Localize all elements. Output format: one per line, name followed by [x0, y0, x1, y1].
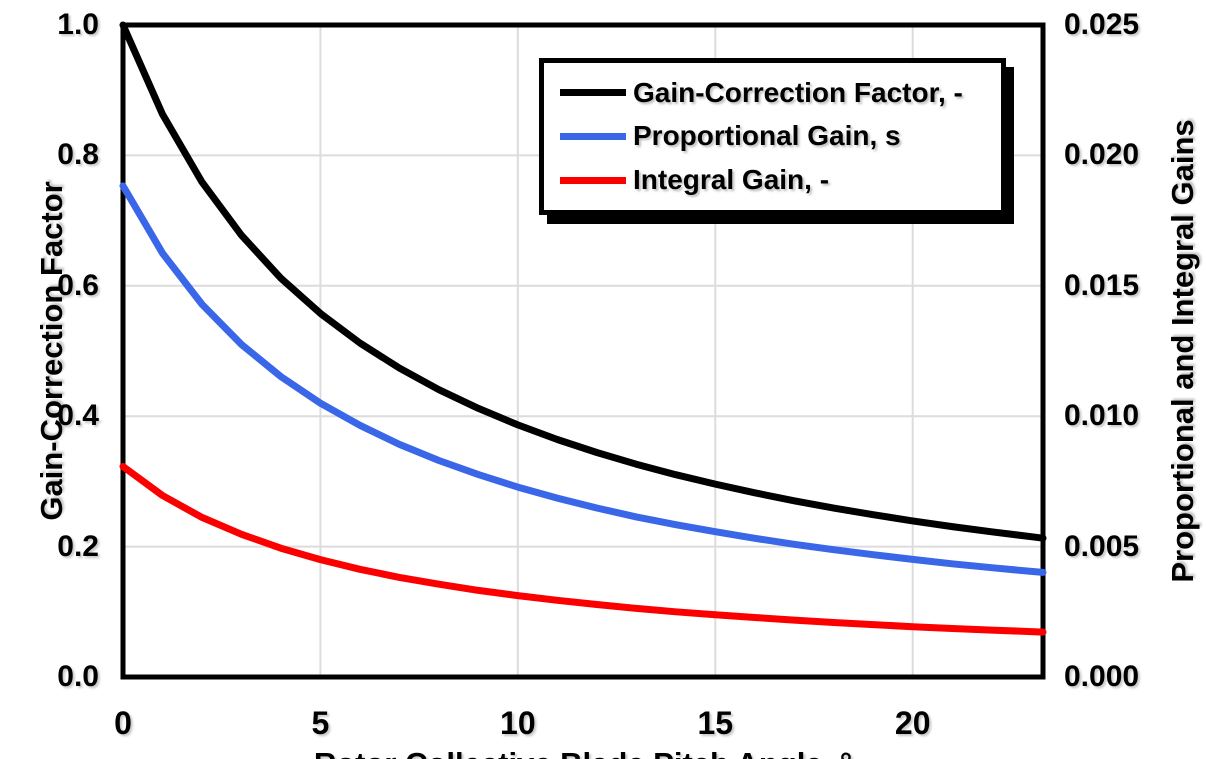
- y-axis-tick-label-left: 0.4: [57, 399, 99, 433]
- legend: Gain-Correction Factor, - Proportional G…: [539, 58, 1006, 215]
- legend-line-sample-black: [560, 89, 626, 97]
- series-proportional-gain-s: [119, 182, 1047, 576]
- y-axis-tick-label-right: 0.010: [1064, 399, 1140, 433]
- legend-line-sample-red: [560, 176, 626, 184]
- x-axis-tick-label: 10: [500, 705, 536, 741]
- legend-label: Integral Gain, -: [633, 164, 830, 196]
- x-axis-tick-label: 15: [697, 705, 734, 741]
- x-axis-tick-label: 0: [114, 705, 132, 741]
- series-integral-gain: [119, 463, 1047, 636]
- legend-item-gain-correction-factor: Gain-Correction Factor, -: [560, 77, 991, 109]
- legend-item-integral-gain: Integral Gain, -: [560, 164, 991, 196]
- y-axis-tick-label-right: 0.020: [1064, 138, 1140, 172]
- series-gain-correction-factor: [119, 21, 1047, 542]
- legend-label: Proportional Gain, s: [633, 120, 901, 152]
- y-axis-tick-label-left: 1.0: [57, 8, 99, 41]
- y-axis-tick-label-right: 0.015: [1064, 268, 1140, 302]
- y-axis-tick-label-right: 0.025: [1064, 8, 1140, 41]
- x-axis-tick-label: 20: [894, 705, 931, 741]
- x-axis-tick-label: 5: [311, 705, 330, 741]
- y-axis-tick-label-left: 0.6: [57, 268, 99, 302]
- y-axis-tick-label-left: 0.8: [57, 138, 99, 172]
- legend-label: Gain-Correction Factor, -: [633, 76, 963, 108]
- y-axis-tick-label-left: 0.0: [57, 660, 99, 693]
- y-axis-tick-label-left: 0.2: [57, 529, 99, 563]
- plot-border: [120, 22, 1046, 680]
- x-axis-title: Rotor Collective Blade Pitch Angle, °: [123, 746, 1043, 759]
- y-axis-tick-label-right: 0.005: [1064, 529, 1140, 563]
- legend-item-proportional-gain: Proportional Gain, s: [560, 120, 991, 152]
- legend-line-sample-blue: [560, 132, 626, 140]
- y-axis-tick-label-right: 0.000: [1064, 660, 1140, 693]
